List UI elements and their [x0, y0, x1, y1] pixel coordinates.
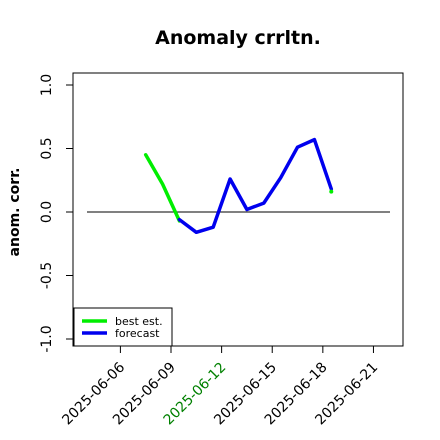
legend-box [73, 307, 173, 347]
y-tick-label-2: 0.0 [39, 201, 55, 223]
y-tick-label-0: -1.0 [39, 325, 55, 352]
plot-frame [72, 72, 404, 347]
chart-title: Anomaly crrltn. [155, 27, 321, 49]
y-tick-label-1: -0.5 [39, 262, 55, 289]
y-axis-label: anom. corr. [7, 168, 23, 257]
series-line-0 [143, 153, 182, 223]
series-line-1 [177, 137, 334, 235]
y-tick-label-4: 1.0 [39, 74, 55, 96]
legend-label-0: best est. [115, 315, 163, 328]
plot-area: -1.0-0.50.00.51.02025-06-062025-06-09202… [39, 72, 404, 428]
series-point-2 [329, 189, 334, 194]
legend-label-1: forecast [115, 327, 160, 340]
y-tick-label-3: 0.5 [39, 137, 55, 159]
